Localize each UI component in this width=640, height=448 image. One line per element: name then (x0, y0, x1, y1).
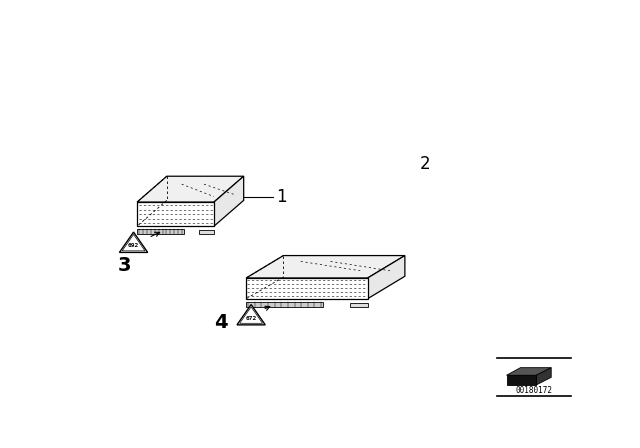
Polygon shape (246, 278, 367, 299)
Polygon shape (246, 302, 323, 307)
Text: 4: 4 (214, 313, 228, 332)
Polygon shape (507, 368, 551, 375)
Polygon shape (122, 234, 145, 251)
Text: 672: 672 (246, 316, 257, 321)
Text: 2: 2 (420, 155, 430, 173)
Polygon shape (367, 255, 405, 299)
Polygon shape (240, 307, 262, 323)
Text: 1: 1 (276, 188, 287, 206)
Polygon shape (237, 305, 265, 325)
Polygon shape (120, 232, 148, 252)
Text: 692: 692 (128, 243, 139, 248)
Polygon shape (350, 303, 367, 307)
Text: 00180172: 00180172 (515, 386, 552, 395)
Polygon shape (199, 230, 214, 234)
Polygon shape (507, 375, 536, 385)
Polygon shape (536, 368, 551, 385)
Polygon shape (246, 255, 405, 278)
Polygon shape (214, 176, 244, 226)
Polygon shape (137, 202, 214, 226)
Polygon shape (137, 176, 244, 202)
Polygon shape (137, 229, 184, 234)
Text: 3: 3 (117, 256, 131, 276)
